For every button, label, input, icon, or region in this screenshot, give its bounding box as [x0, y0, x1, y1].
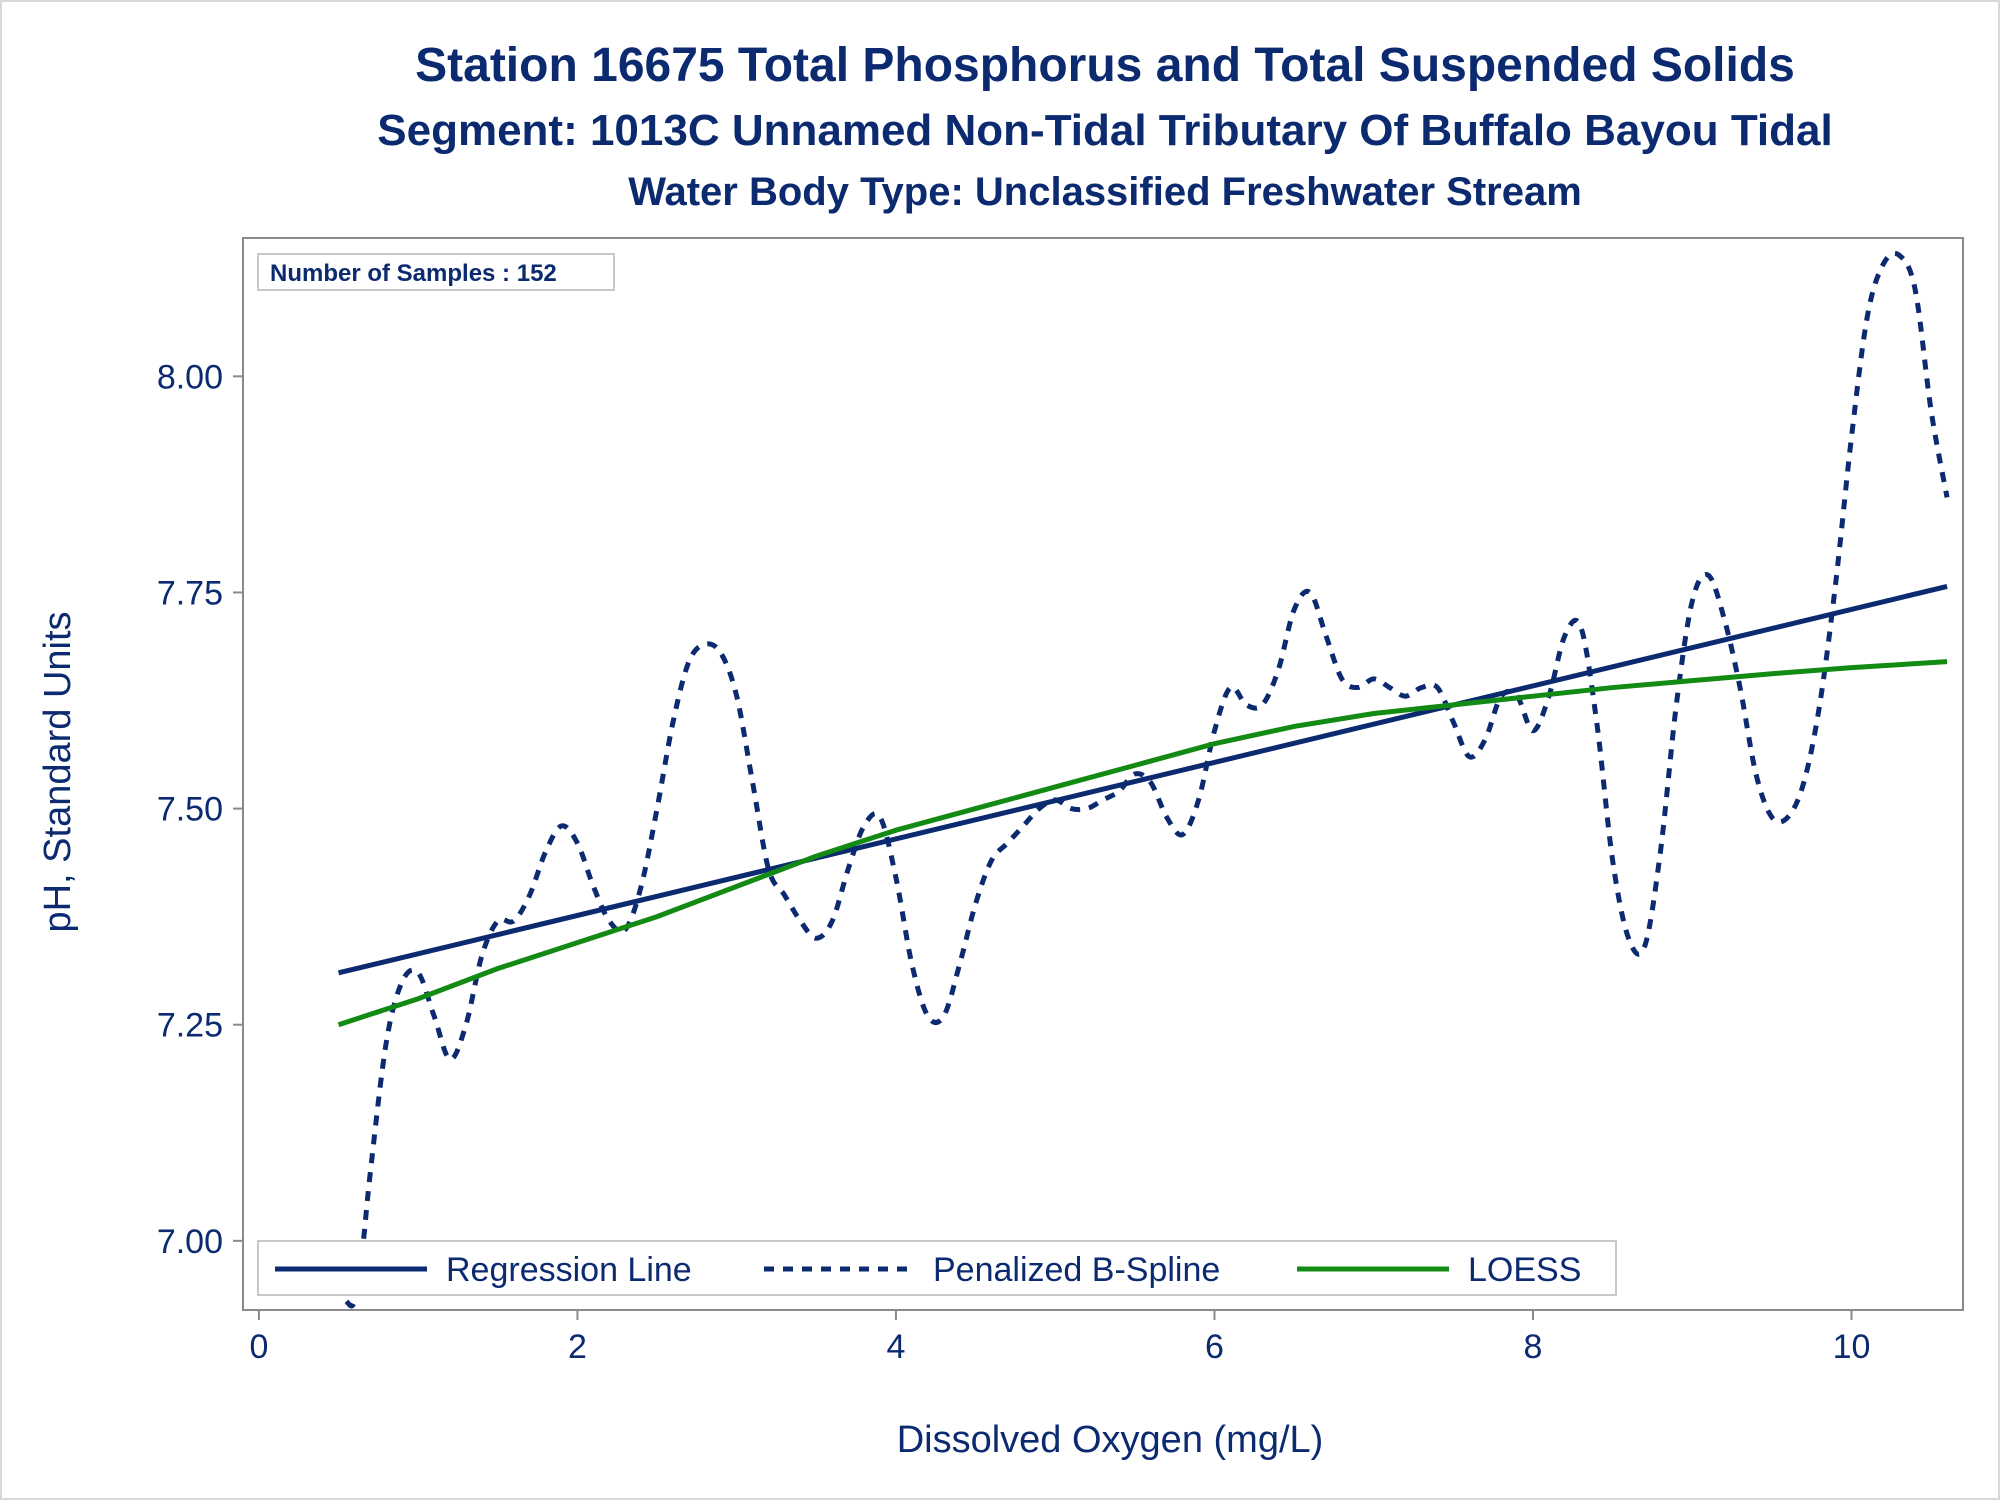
legend-label-regression-line: Regression Line — [446, 1251, 692, 1289]
x-tick-label: 10 — [1833, 1328, 1871, 1366]
chart-subtitle: Segment: 1013C Unnamed Non-Tidal Tributa… — [377, 106, 1833, 155]
y-tick-label: 7.25 — [157, 1007, 223, 1045]
x-tick-label: 2 — [568, 1328, 587, 1366]
plot-area — [242, 237, 1964, 1311]
series-line-loess — [337, 659, 1948, 1028]
legend-label-penalized-b-spline: Penalized B-Spline — [933, 1251, 1220, 1289]
series-line-regression-line — [337, 583, 1948, 976]
chart-subtitle-2: Water Body Type: Unclassified Freshwater… — [628, 170, 1582, 214]
x-axis-label: Dissolved Oxygen (mg/L) — [897, 1419, 1324, 1461]
legend: Regression Line Penalized B-Spline LOESS — [257, 1240, 1617, 1296]
x-tick-label: 4 — [887, 1328, 906, 1366]
y-axis-label: pH, Standard Units — [37, 611, 79, 932]
sample-count-label: Number of Samples : 152 — [270, 260, 557, 287]
x-axis: 0 2 4 6 8 10 — [249, 1310, 1870, 1366]
legend-label-loess: LOESS — [1468, 1251, 1581, 1289]
y-axis: 7.00 7.25 7.50 7.75 8.00 — [157, 358, 243, 1261]
series-layer — [336, 250, 1950, 1309]
inset-box — [257, 253, 615, 291]
y-tick-label: 7.50 — [157, 791, 223, 829]
y-tick-label: 7.00 — [157, 1223, 223, 1261]
sample-count-inset: Number of Samples : 152 — [257, 253, 615, 291]
x-tick-label: 8 — [1524, 1328, 1543, 1366]
x-tick-label: 6 — [1205, 1328, 1224, 1366]
chart-title: Station 16675 Total Phosphorus and Total… — [415, 39, 1795, 92]
x-tick-label: 0 — [249, 1328, 268, 1366]
y-tick-label: 7.75 — [157, 574, 223, 612]
y-tick-label: 8.00 — [157, 358, 223, 396]
